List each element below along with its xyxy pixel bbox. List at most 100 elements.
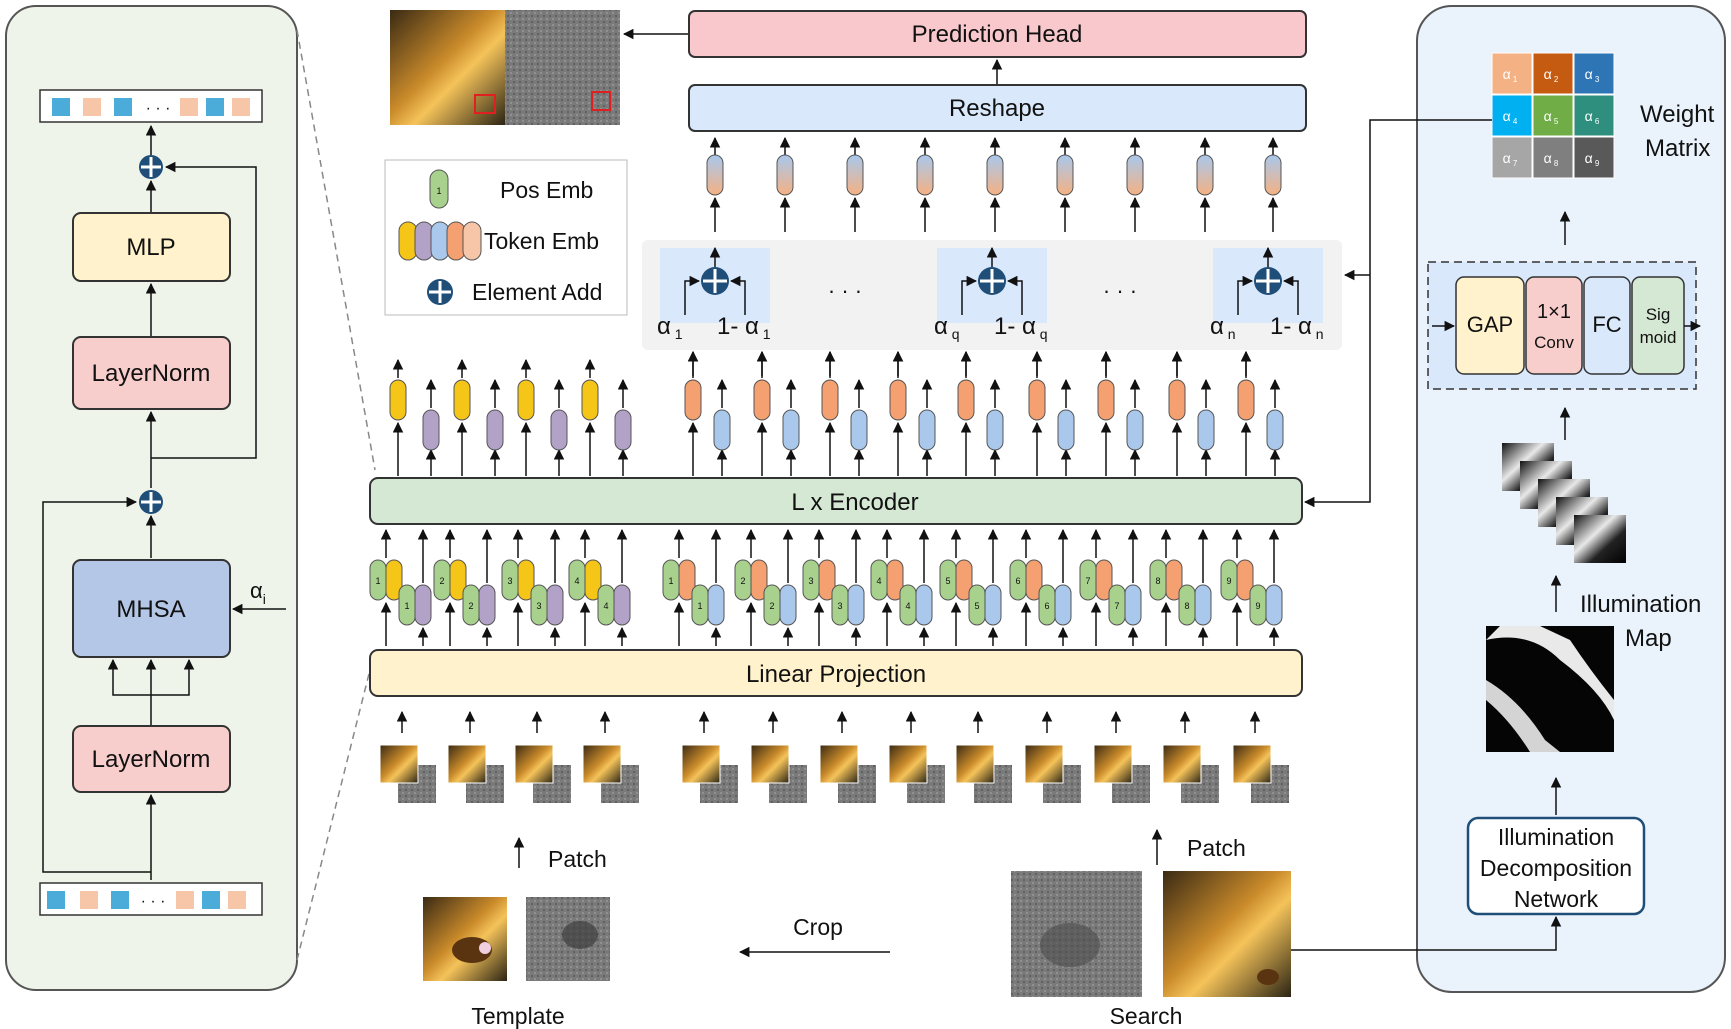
gate-alpha-label: α 1 xyxy=(657,313,683,342)
legend-pos-emb-label: Pos Emb xyxy=(500,177,593,203)
template-token-emb xyxy=(414,584,432,626)
template-token-emb xyxy=(385,559,403,601)
search-token-emb xyxy=(818,559,836,601)
pos-emb-id: 6 xyxy=(1044,601,1049,611)
mlp-block xyxy=(72,212,231,282)
search-input-token-group: 11 xyxy=(662,528,725,646)
rgb-patch xyxy=(514,744,554,784)
tracking-result-images xyxy=(390,10,620,125)
template-token-emb xyxy=(478,584,496,626)
search-token-emb xyxy=(707,584,725,626)
layernorm-top-label: LayerNorm xyxy=(92,360,211,387)
weight-matrix-cell xyxy=(1491,136,1533,179)
weight-matrix: α 1 α 2 α 3 α 4 α 5 α 6 α 7 α 8 α 9 xyxy=(1491,52,1615,179)
weight-matrix-cell-label: α 3 xyxy=(1585,66,1600,84)
legend-token-emb-label: Token Emb xyxy=(484,228,599,254)
template-output-token xyxy=(517,379,535,421)
rgb-patch xyxy=(1024,744,1064,784)
template-input-token-group: 33 xyxy=(501,528,564,646)
search-token-emb xyxy=(1265,584,1283,626)
template-input-token-group: 11 xyxy=(369,528,432,646)
rgb-patch xyxy=(819,744,859,784)
weight-matrix-cell-label: α 7 xyxy=(1503,150,1518,168)
legend: 1 Pos Emb Token Emb Element Add xyxy=(384,159,628,316)
fc-block xyxy=(1583,276,1631,375)
patch-label-search: Patch xyxy=(1187,835,1246,861)
gate-right-branch xyxy=(1282,275,1299,315)
rgb-patch xyxy=(888,744,928,784)
token-strip-ellipsis-top: · · · xyxy=(146,100,171,117)
weight-matrix-cell-label: α 9 xyxy=(1585,150,1600,168)
search-token-emb xyxy=(1165,559,1183,601)
pos-emb-id: 2 xyxy=(740,576,745,586)
template-output-token xyxy=(422,409,440,451)
illumination-map-label-2: Map xyxy=(1625,625,1672,652)
rgb-patch xyxy=(955,744,995,784)
search-images xyxy=(1011,871,1291,997)
search-output-token xyxy=(753,379,771,421)
search-output-token xyxy=(684,379,702,421)
pos-emb-id: 3 xyxy=(837,601,842,611)
pos-emb-id: 5 xyxy=(974,601,979,611)
template-label: Template xyxy=(471,1003,564,1029)
fused-token xyxy=(986,154,1004,196)
search-token-emb xyxy=(847,584,865,626)
weight-matrix-cell-label: α 5 xyxy=(1544,108,1559,126)
rgb-patch xyxy=(750,744,790,784)
sigmoid-block xyxy=(1631,276,1685,375)
template-output-token xyxy=(550,409,568,451)
search-output-token xyxy=(889,379,907,421)
gate-alpha-label: α n xyxy=(1210,313,1236,342)
pos-emb-id: 1 xyxy=(375,576,380,586)
rgb-patch xyxy=(447,744,487,784)
search-output-token xyxy=(1126,409,1144,451)
template-output-token xyxy=(486,409,504,451)
search-output-token xyxy=(957,379,975,421)
mlp-label: MLP xyxy=(126,234,175,261)
gate-left-branch xyxy=(684,275,701,315)
gate-alpha-label: α q xyxy=(934,313,960,342)
pos-emb-id: 8 xyxy=(1155,576,1160,586)
search-token-emb xyxy=(678,559,696,601)
idn-label-3: Network xyxy=(1514,886,1599,912)
gate-left-branch xyxy=(961,275,978,315)
residual-add-icon-bottom xyxy=(139,490,163,514)
mhsa-block xyxy=(72,559,231,658)
fused-token xyxy=(776,154,794,196)
pos-emb-id: 6 xyxy=(1015,576,1020,586)
gate-one-minus-alpha-label: 1- α q xyxy=(994,313,1048,342)
search-token-emb xyxy=(1095,559,1113,601)
conv-block xyxy=(1525,276,1583,375)
pos-emb-id: 2 xyxy=(468,601,473,611)
output-token-strip: · · · xyxy=(39,89,263,123)
weight-matrix-cell xyxy=(1532,136,1574,179)
search-output-token xyxy=(1237,379,1255,421)
sigmoid-label-2: moid xyxy=(1640,328,1677,347)
weight-matrix-cell-label: α 6 xyxy=(1585,108,1600,126)
fc-label: FC xyxy=(1592,312,1621,337)
weight-matrix-cell xyxy=(1532,94,1574,137)
template-token-emb xyxy=(517,559,535,601)
search-output-token xyxy=(1028,379,1046,421)
pos-emb-id: 4 xyxy=(574,576,579,586)
layernorm-bottom-label: LayerNorm xyxy=(92,746,211,773)
pos-emb-id: 9 xyxy=(1255,601,1260,611)
weight-matrix-cell-label: α 1 xyxy=(1503,66,1518,84)
pos-emb-id: 7 xyxy=(1114,601,1119,611)
pos-emb-id: 3 xyxy=(507,576,512,586)
fused-token xyxy=(916,154,934,196)
gap-label: GAP xyxy=(1467,312,1513,337)
gate-ellipsis-2: · · · xyxy=(1103,278,1137,303)
template-token-emb xyxy=(584,559,602,601)
pos-emb-id: 1 xyxy=(404,601,409,611)
pos-emb-id: 7 xyxy=(1085,576,1090,586)
legend-pos-emb-id: 1 xyxy=(436,186,441,196)
conv-label-1: 1×1 xyxy=(1537,301,1571,323)
illumination-map-label-1: Illumination xyxy=(1580,591,1701,618)
idn-label-1: Illumination xyxy=(1498,824,1614,850)
illumination-decomposition-network-block xyxy=(1466,816,1646,916)
search-token-emb xyxy=(1054,584,1072,626)
gate-ellipsis-1: · · · xyxy=(828,278,862,303)
conv-label-2: Conv xyxy=(1534,333,1574,352)
